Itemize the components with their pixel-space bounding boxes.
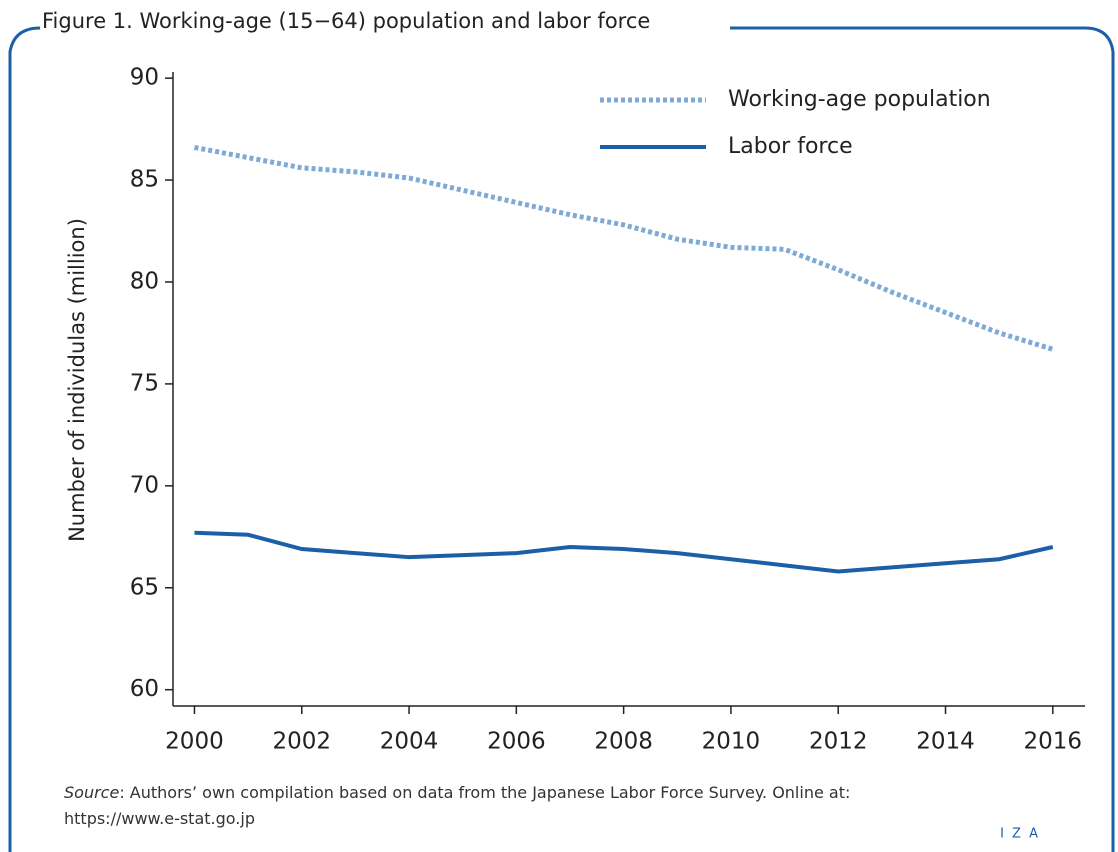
x-tick-label: 2000 [165, 729, 224, 755]
source-label: Source [64, 783, 120, 802]
source-note: Source: Authors’ own compilation based o… [64, 780, 964, 832]
x-tick-label: 2012 [809, 729, 868, 755]
y-tick-label: 65 [130, 574, 159, 600]
y-axis-label: Number of individulas (million) [65, 218, 89, 542]
y-tick-label: 70 [130, 472, 159, 498]
y-tick-label: 80 [130, 268, 159, 294]
x-tick-label: 2008 [594, 729, 653, 755]
y-tick-label: 60 [130, 676, 159, 702]
frame-left [8, 26, 41, 852]
series-line [194, 530, 1054, 574]
x-tick-label: 2014 [916, 729, 975, 755]
y-tick-label: 75 [130, 370, 159, 396]
logo: I Z A [1000, 827, 1040, 842]
x-tick-label: 2016 [1024, 729, 1083, 755]
legend-label: Working-age population [728, 87, 991, 112]
y-tick-label: 90 [130, 65, 159, 91]
x-tick-label: 2002 [272, 729, 331, 755]
x-tick-label: 2004 [380, 729, 439, 755]
legend-label: Labor force [728, 134, 853, 159]
series-line [193, 144, 1054, 352]
x-tick-label: 2010 [702, 729, 761, 755]
y-tick-label: 85 [130, 167, 159, 193]
source-text: : Authors’ own compilation based on data… [64, 783, 851, 828]
chart-title: Figure 1. Working-age (15−64) population… [42, 9, 650, 33]
x-tick-label: 2006 [487, 729, 546, 755]
frame-right [730, 26, 1115, 852]
